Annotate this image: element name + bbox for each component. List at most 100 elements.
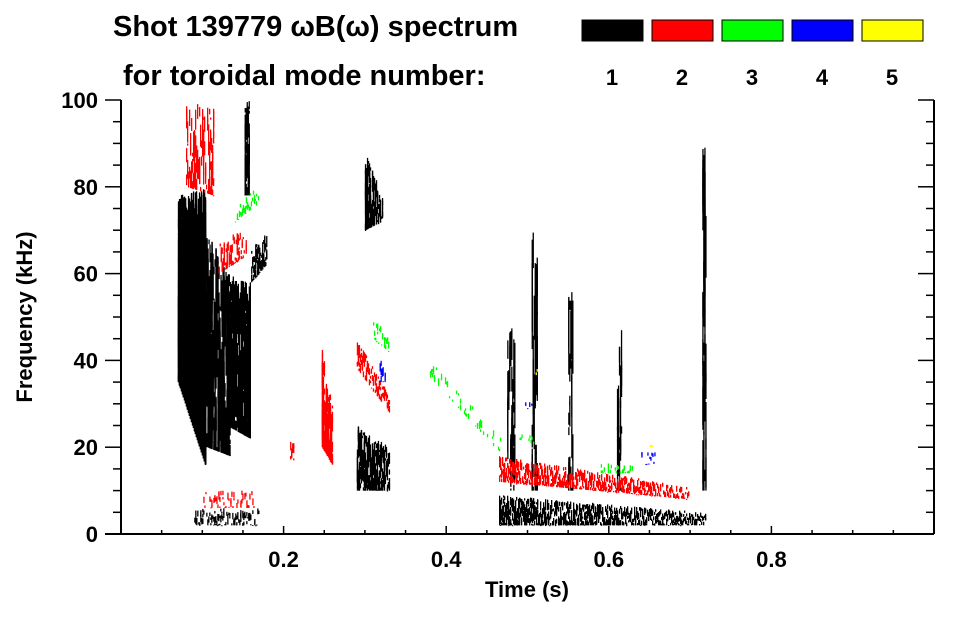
spectrum-mark-mode-2 — [620, 480, 622, 488]
spectrum-mark-mode-1 — [249, 512, 251, 520]
spectrum-mark-mode-2 — [388, 400, 391, 403]
spectrum-mark-mode-1 — [552, 509, 554, 512]
spectrum-mark-mode-2 — [637, 486, 639, 492]
spectrum-mark-mode-1 — [236, 523, 238, 526]
spectrum-mark-mode-1 — [522, 502, 524, 507]
spectrum-mark-mode-2 — [604, 477, 606, 484]
spectrum-mark-mode-1 — [546, 520, 548, 524]
spectrum-mark-mode-2 — [644, 487, 646, 494]
spectrum-mark-mode-1 — [512, 513, 514, 519]
spectrum-mark-mode-1 — [240, 358, 242, 390]
spectrum-mark-mode-1 — [372, 176, 375, 196]
spectrum-mark-mode-1 — [654, 523, 656, 526]
spectrum-mark-mode-1 — [217, 320, 219, 350]
spectrum-mark-mode-1 — [617, 510, 619, 517]
spectrum-mark-mode-1 — [187, 376, 190, 413]
spectrum-mark-mode-2 — [381, 392, 384, 397]
spectrum-mark-mode-1 — [227, 415, 229, 425]
spectrum-mark-mode-1 — [245, 114, 247, 139]
legend-swatch-mode-1 — [581, 19, 644, 42]
spectrum-mark-mode-1 — [368, 217, 371, 229]
spectrum-mark-mode-2 — [231, 491, 233, 494]
spectrum-mark-mode-2 — [565, 467, 567, 471]
spectrum-mark-mode-1 — [245, 165, 247, 181]
spectrum-mark-mode-2 — [617, 481, 619, 487]
spectrum-mark-mode-1 — [379, 487, 382, 491]
spectrum-mark-mode-1 — [553, 518, 555, 523]
spectrum-mark-mode-1 — [248, 150, 250, 184]
spectrum-mark-mode-1 — [610, 514, 612, 524]
spectrum-mark-mode-1 — [582, 521, 584, 526]
spectrum-mark-mode-2 — [567, 485, 569, 489]
spectrum-mark-mode-2 — [530, 482, 532, 485]
spectrum-mark-mode-1 — [526, 512, 528, 516]
spectrum-mark-mode-1 — [618, 452, 621, 491]
spectrum-mark-mode-1 — [534, 505, 536, 515]
spectrum-mark-mode-1 — [242, 524, 244, 526]
spectrum-mark-mode-2 — [331, 405, 334, 409]
spectrum-mark-mode-1 — [187, 303, 190, 353]
spectrum-mark-mode-1 — [585, 514, 587, 522]
spectrum-mark-mode-1 — [223, 511, 225, 518]
spectrum-mark-mode-1 — [536, 502, 538, 505]
spectrum-mark-mode-3 — [521, 434, 523, 439]
spectrum-mark-mode-1 — [226, 286, 228, 293]
spectrum-mark-mode-2 — [505, 457, 507, 462]
spectrum-mark-mode-1 — [258, 510, 260, 513]
legend-swatch-mode-4 — [791, 19, 854, 42]
spectrum-mark-mode-1 — [250, 524, 252, 526]
spectrum-mark-mode-2 — [504, 462, 506, 471]
spectrum-mark-mode-1 — [620, 506, 622, 510]
spectrum-mark-mode-1 — [218, 430, 220, 452]
spectrum-mark-mode-1 — [385, 460, 388, 470]
spectrum-mark-mode-2 — [681, 495, 683, 499]
legend-label-mode-3: 3 — [746, 65, 758, 90]
spectrum-mark-mode-1 — [224, 434, 226, 454]
spectrum-mark-mode-1 — [210, 333, 212, 371]
spectrum-mark-mode-1 — [190, 230, 193, 295]
spectrum-mark-mode-2 — [516, 459, 518, 468]
spectrum-mark-mode-1 — [521, 517, 523, 523]
spectrum-mark-mode-1 — [245, 357, 247, 387]
spectrum-mark-mode-2 — [326, 449, 329, 456]
spectrum-mark-mode-1 — [368, 168, 371, 183]
spectrum-mark-mode-3 — [377, 331, 379, 335]
spectrum-mark-mode-1 — [245, 395, 247, 434]
spectrum-mark-mode-2 — [581, 472, 583, 477]
spectrum-mark-mode-2 — [209, 176, 211, 186]
spectrum-mark-mode-3 — [465, 413, 468, 417]
spectrum-mark-mode-1 — [514, 434, 516, 482]
spectrum-mark-mode-1 — [504, 502, 506, 507]
spectrum-mark-mode-1 — [615, 514, 617, 519]
spectrum-mark-mode-1 — [616, 388, 619, 441]
spectrum-mark-mode-1 — [559, 518, 561, 523]
spectrum-mark-mode-1 — [650, 514, 652, 520]
spectrum-mark-mode-1 — [700, 519, 702, 523]
spectrum-mark-mode-2 — [643, 480, 645, 487]
spectrum-mark-mode-1 — [640, 513, 642, 518]
spectrum-mark-mode-1 — [245, 183, 247, 191]
spectrum-mark-mode-1 — [382, 479, 385, 488]
spectrum-mark-mode-1 — [616, 507, 618, 514]
spectrum-mark-mode-1 — [238, 520, 240, 523]
spectrum-mark-mode-2 — [667, 484, 669, 489]
spectrum-mark-mode-2 — [227, 492, 229, 500]
spectrum-mark-mode-1 — [662, 520, 664, 526]
spectrum-mark-mode-1 — [535, 444, 537, 454]
spectrum-mark-mode-2 — [197, 104, 199, 109]
spectrum-mark-mode-1 — [622, 512, 624, 519]
spectrum-mark-mode-1 — [680, 525, 682, 527]
spectrum-mark-mode-1 — [511, 341, 513, 360]
spectrum-mark-mode-2 — [328, 439, 331, 450]
spectrum-mark-mode-1 — [190, 193, 193, 213]
spectrum-mark-mode-2 — [602, 489, 604, 492]
spectrum-mark-mode-1 — [184, 302, 187, 360]
spectrum-mark-mode-2 — [201, 156, 203, 166]
spectrum-mark-mode-3 — [531, 436, 533, 441]
spectrum-mark-mode-1 — [237, 370, 239, 395]
spectrum-mark-mode-2 — [640, 493, 642, 495]
spectrum-mark-mode-2 — [554, 474, 556, 484]
spectrum-mark-mode-1 — [248, 101, 250, 110]
spectrum-mark-mode-1 — [607, 504, 609, 510]
